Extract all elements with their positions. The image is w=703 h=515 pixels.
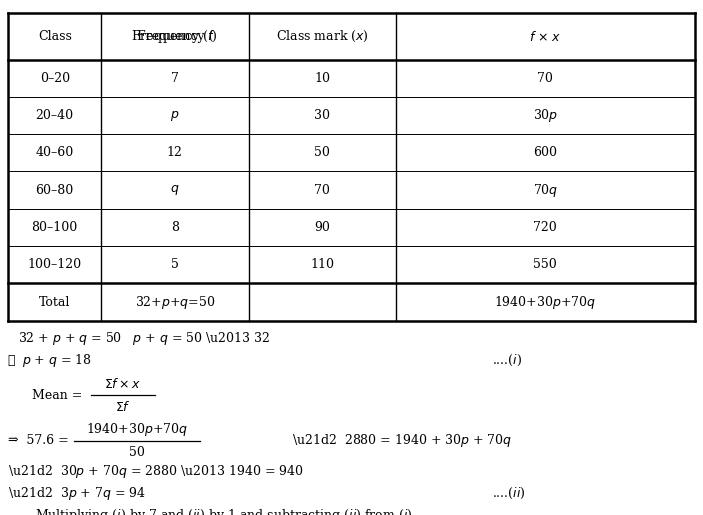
- Text: 12: 12: [167, 146, 183, 160]
- Text: 70$q$: 70$q$: [533, 181, 558, 199]
- Text: 550: 550: [534, 258, 557, 271]
- Text: 100–120: 100–120: [27, 258, 82, 271]
- Text: \u21d2  3$p$ + 7$q$ = 94: \u21d2 3$p$ + 7$q$ = 94: [8, 485, 146, 502]
- Text: Total: Total: [39, 296, 70, 308]
- Text: \u21d2  2880 = 1940 + 30$p$ + 70$q$: \u21d2 2880 = 1940 + 30$p$ + 70$q$: [292, 433, 512, 450]
- Text: 7: 7: [171, 72, 179, 85]
- Text: 110: 110: [310, 258, 335, 271]
- Text: Frequency ($f$): Frequency ($f$): [131, 28, 218, 45]
- Text: 720: 720: [534, 220, 557, 234]
- Text: Mean =: Mean =: [32, 389, 82, 402]
- Text: 30: 30: [314, 109, 330, 123]
- Text: $\Sigma f$: $\Sigma f$: [115, 400, 131, 414]
- Text: 1940+30$p$+70$q$: 1940+30$p$+70$q$: [494, 294, 596, 311]
- Text: Class: Class: [38, 30, 72, 43]
- Text: 600: 600: [534, 146, 557, 160]
- Text: $p$ + $q$ = 18: $p$ + $q$ = 18: [22, 352, 92, 369]
- Text: ....($i$): ....($i$): [492, 353, 522, 368]
- Text: 90: 90: [314, 220, 330, 234]
- Text: 50: 50: [129, 445, 145, 459]
- Text: 5: 5: [171, 258, 179, 271]
- Text: Multiplying ($i$) by 7 and ($ii$) by 1 and subtracting ($ii$) from ($i$): Multiplying ($i$) by 7 and ($ii$) by 1 a…: [35, 507, 413, 515]
- Text: ⇒  57.6 =: ⇒ 57.6 =: [8, 434, 69, 448]
- Text: 70: 70: [537, 72, 553, 85]
- Text: 32+$p$+$q$=50: 32+$p$+$q$=50: [135, 294, 215, 311]
- Text: Frequency (: Frequency (: [136, 30, 213, 43]
- Text: 32 + $p$ + $q$ = 50   $p$ + $q$ = 50 \u2013 32: 32 + $p$ + $q$ = 50 $p$ + $q$ = 50 \u201…: [18, 330, 270, 347]
- Text: Class mark ($x$): Class mark ($x$): [276, 29, 369, 44]
- Text: 50: 50: [314, 146, 330, 160]
- Text: 40–60: 40–60: [36, 146, 74, 160]
- Text: 10: 10: [314, 72, 330, 85]
- Text: $\Sigma f \times x$: $\Sigma f \times x$: [105, 377, 141, 391]
- Text: \u21d2  30$p$ + 70$q$ = 2880 \u2013 1940 = 940: \u21d2 30$p$ + 70$q$ = 2880 \u2013 1940 …: [8, 463, 304, 480]
- Text: 60–80: 60–80: [36, 183, 74, 197]
- Text: ....($ii$): ....($ii$): [492, 486, 526, 501]
- Text: $q$: $q$: [170, 183, 179, 197]
- Text: 20–40: 20–40: [36, 109, 74, 123]
- Text: $p$: $p$: [170, 109, 179, 123]
- Text: ∴: ∴: [7, 354, 15, 367]
- Text: $f$ $\times$ $x$: $f$ $\times$ $x$: [529, 29, 562, 44]
- Text: 1940+30$p$+70$q$: 1940+30$p$+70$q$: [86, 421, 188, 438]
- Text: 8: 8: [171, 220, 179, 234]
- Text: 80–100: 80–100: [32, 220, 78, 234]
- Text: 0–20: 0–20: [39, 72, 70, 85]
- Text: 30$p$: 30$p$: [533, 107, 558, 125]
- Text: 70: 70: [314, 183, 330, 197]
